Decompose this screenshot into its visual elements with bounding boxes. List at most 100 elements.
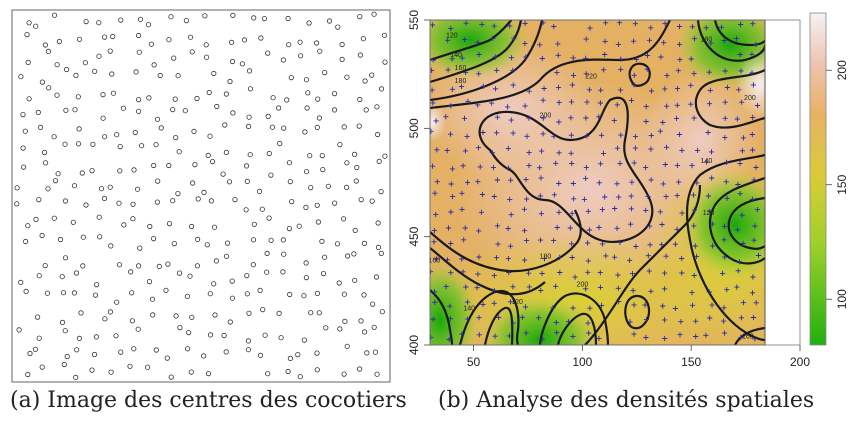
tree-position-marker bbox=[721, 305, 727, 311]
tree-position-marker bbox=[599, 302, 605, 308]
tree-position-marker bbox=[750, 21, 756, 27]
tree-centre-point bbox=[316, 115, 322, 121]
tree-centre-point bbox=[182, 108, 188, 114]
tree-centre-point bbox=[266, 215, 272, 221]
tree-centre-point bbox=[79, 170, 85, 176]
tree-position-marker bbox=[494, 130, 500, 136]
tree-centre-point bbox=[321, 254, 328, 260]
tree-centre-point bbox=[260, 306, 266, 313]
tree-position-marker bbox=[494, 114, 500, 120]
tree-position-marker bbox=[450, 194, 456, 200]
tree-centre-point bbox=[171, 55, 177, 61]
tree-centre-point bbox=[257, 352, 264, 358]
tree-centre-point bbox=[239, 61, 245, 67]
tree-centre-point bbox=[339, 41, 345, 48]
tree-position-marker bbox=[554, 330, 560, 336]
tree-centre-point bbox=[382, 59, 388, 65]
tree-position-marker bbox=[540, 97, 546, 103]
panel-a-frame bbox=[11, 9, 391, 383]
tree-position-marker bbox=[491, 300, 497, 306]
tree-position-marker bbox=[475, 179, 481, 185]
tree-position-marker bbox=[489, 150, 495, 156]
tree-position-marker bbox=[708, 149, 715, 155]
tree-position-marker bbox=[556, 119, 562, 125]
tree-centre-point bbox=[57, 236, 64, 243]
tree-position-marker bbox=[583, 175, 589, 181]
tree-position-marker bbox=[709, 221, 715, 227]
tree-position-marker bbox=[494, 177, 500, 183]
tree-centre-point bbox=[207, 291, 213, 297]
tree-centre-point bbox=[176, 270, 183, 276]
tree-position-marker bbox=[692, 243, 698, 249]
tree-position-marker bbox=[691, 71, 697, 77]
tree-position-marker bbox=[657, 209, 663, 215]
tree-position-marker bbox=[568, 99, 575, 105]
tree-position-marker bbox=[541, 256, 548, 262]
tree-position-marker bbox=[538, 175, 544, 181]
tree-centre-point bbox=[32, 346, 39, 352]
tree-centre-point bbox=[136, 263, 142, 269]
tree-position-marker bbox=[750, 147, 756, 153]
tree-position-marker bbox=[614, 145, 620, 151]
tree-position-marker bbox=[755, 252, 762, 259]
tree-centre-point bbox=[135, 326, 141, 332]
tree-position-marker bbox=[694, 147, 701, 153]
tree-centre-point bbox=[227, 319, 233, 325]
tree-position-marker bbox=[522, 41, 528, 47]
tree-centre-point bbox=[117, 144, 123, 150]
tree-position-marker bbox=[431, 228, 437, 234]
tree-centre-point bbox=[287, 291, 293, 298]
tree-position-marker bbox=[510, 82, 516, 88]
tree-position-marker bbox=[583, 71, 589, 77]
tree-centre-point bbox=[73, 270, 80, 276]
tree-centre-point bbox=[44, 290, 51, 296]
tree-position-marker bbox=[537, 237, 544, 243]
tree-position-marker bbox=[596, 224, 602, 231]
tree-position-marker bbox=[570, 333, 576, 339]
tree-centre-point bbox=[165, 261, 171, 267]
tree-centre-point bbox=[264, 269, 270, 275]
tree-centre-point bbox=[246, 310, 252, 316]
tree-position-marker bbox=[565, 319, 572, 325]
tree-position-marker bbox=[536, 315, 542, 321]
tree-position-marker bbox=[677, 41, 683, 47]
tree-position-marker bbox=[493, 255, 500, 261]
tree-centre-point bbox=[301, 337, 307, 343]
tree-position-marker bbox=[526, 115, 532, 121]
tree-centre-point bbox=[118, 349, 124, 355]
tree-centre-point bbox=[264, 250, 270, 256]
tree-centre-point bbox=[374, 371, 380, 377]
tree-centre-point bbox=[245, 347, 251, 353]
tree-centre-point bbox=[76, 126, 82, 132]
tree-centre-point bbox=[153, 142, 159, 148]
tree-centre-point bbox=[201, 189, 207, 195]
colorbar-tick-label: 200 bbox=[835, 60, 849, 80]
tree-position-marker bbox=[585, 208, 591, 214]
tree-centre-point bbox=[261, 15, 267, 22]
tree-position-marker bbox=[631, 160, 637, 166]
tree-position-marker bbox=[554, 70, 560, 76]
tree-position-marker bbox=[688, 101, 694, 107]
contour-labels: 120 140 160 180 220 200 200 180 140 120 180 200 140 1… bbox=[429, 32, 756, 340]
tree-position-marker bbox=[631, 38, 637, 44]
tree-position-marker bbox=[476, 332, 482, 338]
tree-position-marker bbox=[647, 223, 653, 229]
tree-position-marker bbox=[463, 20, 469, 26]
tree-centre-point bbox=[39, 232, 45, 239]
tree-centre-point bbox=[51, 215, 57, 221]
tree-position-marker bbox=[510, 284, 516, 290]
tree-centre-point bbox=[241, 37, 248, 43]
tree-centre-point bbox=[214, 103, 220, 110]
tree-position-marker bbox=[631, 72, 637, 78]
tree-centre-point bbox=[358, 197, 364, 203]
tree-centre-point bbox=[314, 290, 320, 296]
tree-position-marker bbox=[633, 243, 639, 250]
tree-centre-point bbox=[183, 17, 189, 24]
tree-position-marker bbox=[691, 272, 697, 279]
tree-position-marker bbox=[479, 191, 485, 198]
tree-position-marker bbox=[585, 258, 591, 264]
tree-centre-point bbox=[375, 220, 381, 226]
y-tick-label: 450 bbox=[407, 226, 421, 246]
tree-centre-point bbox=[107, 184, 113, 190]
tree-centre-point bbox=[222, 122, 228, 128]
